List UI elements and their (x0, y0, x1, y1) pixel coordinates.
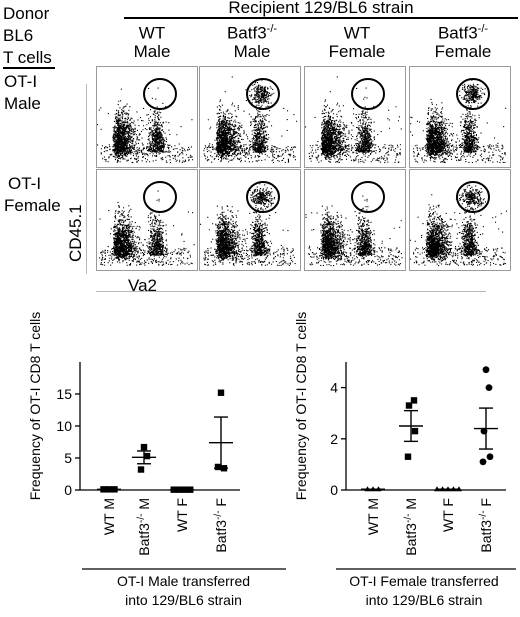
data-point (486, 453, 494, 461)
gate-circle (351, 78, 385, 110)
y-tick-label: 15 (56, 386, 72, 402)
col-header-1-text: WT (138, 23, 166, 43)
row-header-2-line1: OT-I (8, 174, 42, 193)
x-tick-label: WT F (174, 498, 190, 532)
col-header-3-line1: WT (305, 20, 409, 43)
data-point (485, 384, 493, 391)
flow-y-axis-line (86, 84, 87, 274)
row-header-1-line1: OT-I (4, 72, 38, 91)
row-header-1-line2: Male (4, 94, 41, 113)
flow-plot-r2-c4 (409, 169, 511, 271)
x-tick-label: Batf3-/- F (213, 498, 230, 553)
gate-circle (246, 78, 280, 110)
row-header-2-line2: Female (4, 196, 61, 215)
col-header-4-sup: -/- (477, 23, 489, 35)
col-header-1-line1: WT (104, 20, 200, 43)
flow-plot-r2-c2 (199, 169, 301, 271)
x-tick-label: Batf3-/- F (478, 498, 495, 553)
col-header-2-line1: Batf3-/- (200, 20, 304, 43)
data-point (137, 466, 145, 473)
flow-plot-r1-c3 (304, 66, 406, 168)
flow-dots (200, 183, 296, 266)
donor-underline (3, 67, 55, 69)
col-header-4-text: Batf3 (437, 23, 478, 43)
flow-plot-r1-c1 (96, 66, 198, 168)
flow-dots (97, 87, 193, 164)
data-point (143, 452, 151, 460)
flow-dots (410, 183, 507, 267)
recipient-underline (124, 17, 518, 19)
col-header-2-line2: Male (233, 42, 271, 61)
col-header-2-text: Batf3 (226, 23, 267, 43)
x-tick-label: WT F (440, 498, 456, 532)
col-header-3-line2: Female (328, 42, 386, 61)
y-axis-label: Frequency of OT-I CD8 T cells (27, 312, 43, 501)
flow-dots (99, 190, 195, 266)
data-point (404, 453, 412, 460)
col-header-1-line2: Male (133, 42, 171, 61)
data-point (410, 397, 418, 404)
flow-dots (305, 76, 402, 164)
x-tick-label: WT M (101, 498, 117, 535)
gate-circle (456, 78, 490, 110)
flow-plot-r1-c4 (409, 66, 511, 168)
gate-circle (351, 181, 385, 213)
x-axis-label-line: into 129/BL6 strain (366, 592, 483, 608)
gate-circle (143, 181, 177, 213)
data-point (214, 463, 222, 471)
y-tick-label: 5 (64, 450, 72, 466)
col-header-4-line1: Batf3-/- (410, 20, 516, 43)
donor-label-line1: Donor (3, 4, 50, 23)
x-axis-label-line: into 129/BL6 strain (125, 592, 242, 608)
data-point (140, 443, 148, 451)
data-point (217, 389, 225, 396)
col-header-2-sup: -/- (266, 23, 278, 35)
y-tick-label: 2 (330, 431, 338, 447)
y-axis-label: Frequency of OT-I CD8 T cells (293, 312, 309, 501)
col-header-4-line2: Female (434, 42, 492, 61)
flow-plot-r2-c1 (96, 169, 198, 271)
donor-label-line3: T cells (3, 48, 52, 67)
x-axis-label-line: OT-I Male transferred (117, 573, 250, 589)
y-tick-label: 0 (64, 482, 72, 498)
x-tick-label: Batf3-/- M (136, 498, 153, 556)
recipient-title: Recipient 129/BL6 strain (228, 0, 414, 17)
flow-plot-r2-c3 (304, 169, 406, 271)
y-tick-label: 4 (330, 380, 338, 396)
x-tick-label: WT M (365, 498, 381, 535)
x-axis-label-line: OT-I Female transferred (349, 573, 498, 589)
flow-x-axis-line (96, 291, 486, 292)
flow-x-axis-label: Va2 (128, 276, 157, 295)
gate-circle (246, 181, 280, 213)
donor-label-line2: BL6 (3, 26, 34, 45)
x-tick-label: Batf3-/- M (403, 498, 420, 556)
flow-dots (410, 79, 507, 164)
col-header-3-text: WT (343, 23, 371, 43)
data-point (411, 427, 419, 435)
y-tick-label: 10 (56, 418, 72, 434)
data-point (479, 458, 487, 466)
flow-dots (203, 76, 298, 164)
flow-plot-r1-c2 (199, 66, 301, 168)
gate-circle (456, 181, 490, 213)
gate-circle (143, 78, 177, 110)
y-tick-label: 0 (330, 482, 338, 498)
data-point (405, 402, 413, 409)
data-point (482, 366, 490, 374)
